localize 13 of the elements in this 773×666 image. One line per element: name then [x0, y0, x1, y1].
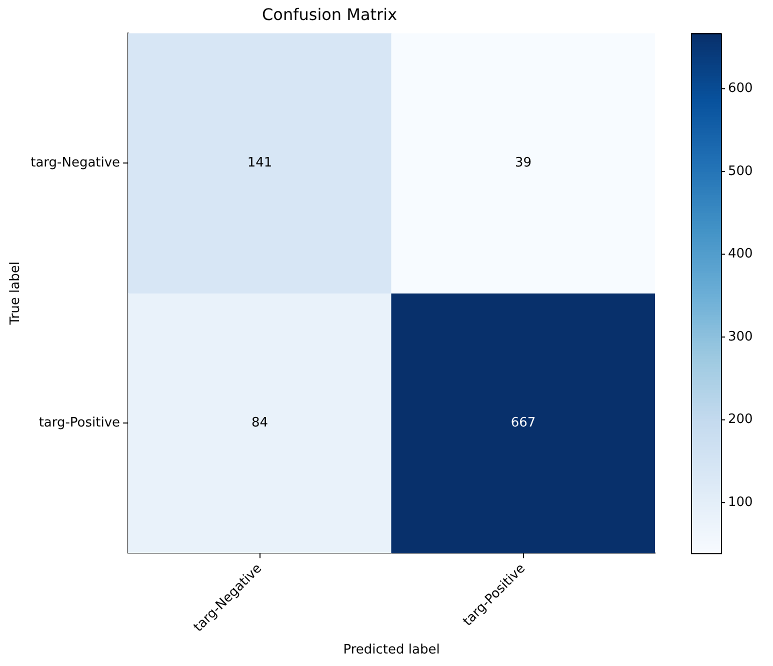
- color-bar-label: 100: [728, 494, 753, 510]
- color-bar-label: 500: [728, 164, 753, 179]
- color-bar-label: 300: [728, 329, 753, 344]
- color-bar-label: 600: [728, 81, 753, 96]
- data-label: 84: [252, 416, 268, 431]
- x-axis-title: Predicted label: [343, 642, 440, 658]
- chart-title: Confusion Matrix: [262, 4, 398, 24]
- data-label: 39: [514, 156, 532, 171]
- data-label: 667: [510, 416, 536, 431]
- data-label: 141: [247, 156, 272, 171]
- color-bar-label: 200: [728, 412, 753, 428]
- color-bar-label: 400: [728, 246, 753, 262]
- y-axis-title: True label: [8, 262, 24, 326]
